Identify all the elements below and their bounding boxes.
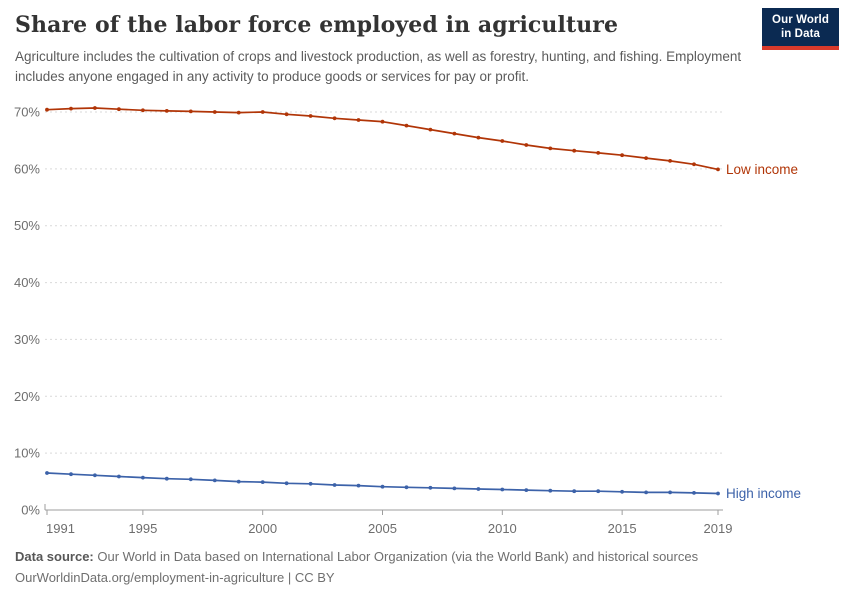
series-label-low-income: Low income — [726, 162, 798, 177]
series-line-high-income — [46, 472, 719, 495]
data-point — [620, 153, 624, 158]
data-point — [596, 151, 601, 155]
y-tick-label: 0% — [21, 503, 40, 518]
data-point — [668, 159, 672, 163]
x-tick-label: 2010 — [488, 521, 517, 536]
data-point — [164, 476, 169, 481]
y-tick-label: 30% — [14, 332, 40, 347]
x-tick-label: 2000 — [248, 521, 277, 536]
data-point — [692, 491, 696, 495]
data-point — [69, 472, 73, 477]
data-point — [236, 110, 241, 115]
data-point — [308, 114, 313, 118]
data-point — [476, 487, 481, 491]
data-point — [332, 116, 337, 121]
data-point — [620, 489, 624, 494]
data-point — [308, 481, 313, 486]
data-point — [188, 109, 193, 114]
x-tick-label: 1995 — [128, 521, 157, 536]
data-point — [164, 109, 169, 113]
data-point — [356, 118, 361, 122]
x-tick-label: 2019 — [704, 521, 733, 536]
data-point — [500, 487, 505, 492]
data-point — [141, 108, 145, 113]
data-source-text: Our World in Data based on International… — [93, 549, 699, 564]
data-point — [404, 123, 409, 128]
data-point — [380, 484, 385, 489]
page-title: Share of the labor force employed in agr… — [15, 12, 619, 38]
y-tick-label: 60% — [14, 161, 40, 176]
data-point — [524, 143, 529, 147]
y-tick-label: 50% — [14, 218, 40, 233]
data-point — [380, 119, 385, 124]
data-point — [500, 139, 505, 143]
data-point — [212, 478, 217, 483]
data-point — [644, 490, 648, 495]
chart-area: 0% 10% 20% 30% 40% 50% 60% 70% 1991 1995 2000 2005 2… — [0, 94, 850, 546]
data-point — [117, 474, 121, 479]
x-tick-label: 2015 — [608, 521, 637, 536]
data-point — [476, 135, 481, 140]
data-point — [524, 488, 529, 492]
series-line-low-income — [46, 107, 719, 171]
data-point — [716, 491, 720, 496]
y-tick-label: 10% — [14, 446, 40, 461]
data-point — [69, 106, 73, 111]
chart-footer: Data source: Our World in Data based on … — [15, 546, 835, 589]
data-point — [452, 131, 457, 136]
data-point — [45, 107, 49, 112]
owid-logo-line1: Our World — [772, 13, 829, 26]
owid-logo[interactable]: Our World in Data — [762, 8, 839, 50]
data-point — [692, 162, 696, 167]
data-point — [356, 483, 361, 488]
data-point — [644, 156, 648, 160]
data-point — [548, 146, 553, 151]
data-point — [188, 477, 193, 482]
y-tick-label: 70% — [14, 105, 40, 120]
data-point — [572, 489, 577, 494]
data-point — [548, 488, 553, 493]
data-point — [404, 485, 409, 490]
data-point — [93, 473, 97, 478]
series-label-high-income: High income — [726, 486, 801, 501]
data-point — [596, 489, 601, 494]
license-line: OurWorldinData.org/employment-in-agricul… — [15, 570, 335, 586]
data-point — [284, 112, 289, 117]
data-point — [428, 485, 433, 490]
data-point — [212, 110, 217, 114]
data-source-line: Data source: Our World in Data based on … — [15, 546, 835, 567]
data-source-label: Data source: — [15, 549, 94, 564]
data-point — [452, 486, 457, 491]
y-tick-label: 20% — [14, 389, 40, 404]
data-point — [428, 127, 433, 132]
data-point — [117, 107, 121, 112]
owid-logo-line2: in Data — [780, 28, 821, 40]
data-point — [668, 490, 672, 495]
data-point — [284, 481, 289, 486]
data-point — [332, 483, 337, 487]
data-point — [45, 471, 49, 475]
data-point — [260, 110, 265, 114]
chart-header: Share of the labor force employed in agr… — [15, 12, 750, 87]
data-point — [260, 480, 265, 484]
x-tick-label: 1991 — [46, 521, 75, 536]
data-point — [716, 167, 720, 172]
data-point — [236, 479, 241, 484]
chart-svg: 0% 10% 20% 30% 40% 50% 60% 70% 1991 1995 2000 2005 2… — [14, 105, 801, 537]
data-point — [141, 475, 145, 480]
x-tick-label: 2005 — [368, 521, 397, 536]
y-tick-label: 40% — [14, 275, 40, 290]
data-point — [93, 106, 97, 110]
data-point — [572, 148, 577, 153]
chart-subtitle: Agriculture includes the cultivation of … — [15, 49, 742, 84]
